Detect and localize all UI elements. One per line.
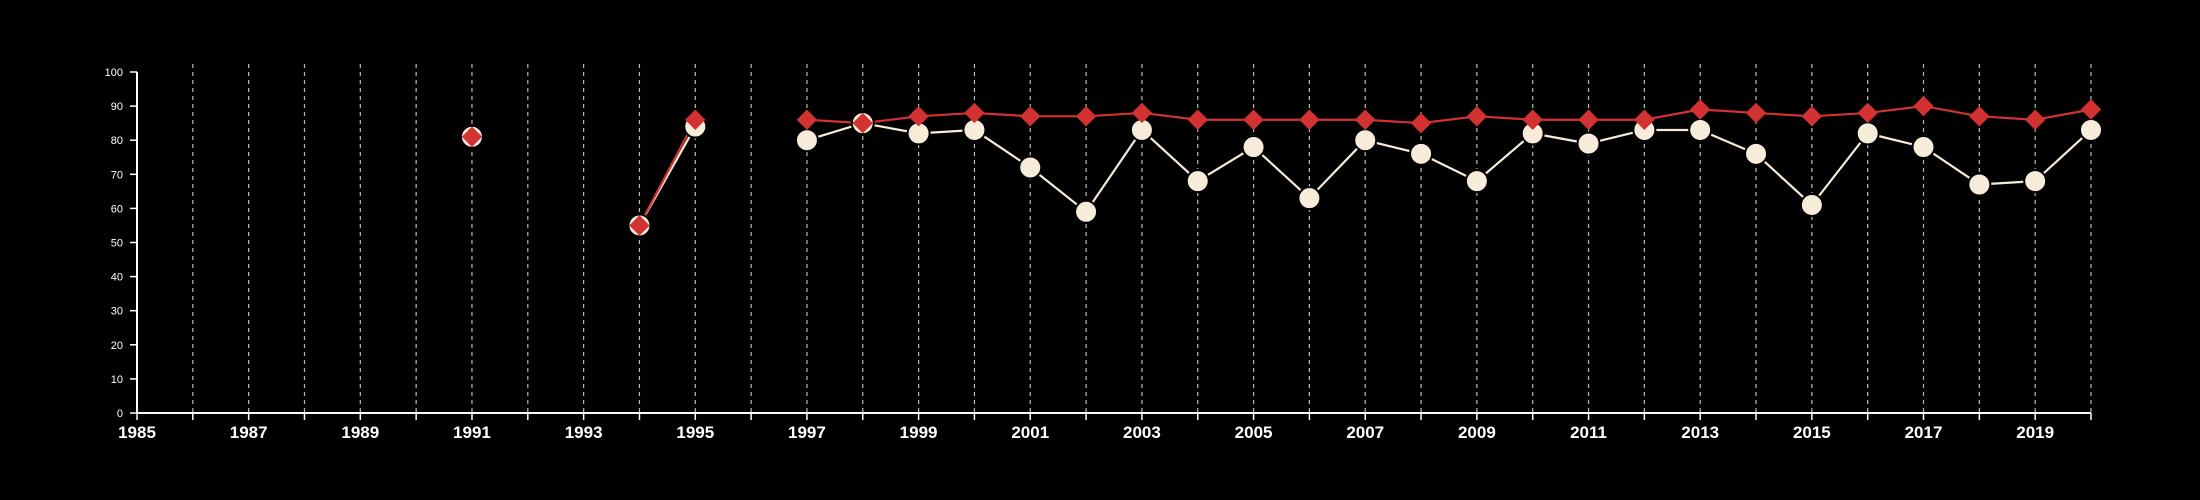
series-2-line: [1867, 105, 1924, 115]
data-point-circle: [2023, 169, 2048, 194]
data-point-circle: [1074, 199, 1099, 224]
series-2-line: [1923, 105, 1980, 118]
series-1-line: [1085, 129, 1143, 213]
series-2-line: [1141, 111, 1198, 121]
x-tick-label: 1987: [230, 423, 268, 442]
data-point-circle: [1855, 121, 1880, 146]
x-tick-label: 1993: [565, 423, 603, 442]
x-tick-label: 2009: [1458, 423, 1496, 442]
data-point-diamond: [629, 215, 650, 236]
data-point-diamond: [852, 112, 873, 134]
y-tick-label: 50: [111, 238, 123, 250]
data-point-circle: [1241, 135, 1266, 160]
data-point-circle: [1911, 135, 1936, 160]
data-point-diamond: [2024, 109, 2046, 130]
data-point-diamond: [461, 126, 483, 147]
data-point-diamond: [1801, 106, 1823, 127]
x-tick-label: 1999: [900, 423, 938, 442]
series-1-line: [1141, 129, 1199, 182]
data-point-diamond: [2080, 99, 2102, 120]
data-point-diamond: [1913, 95, 1934, 117]
x-tick-label: 2003: [1123, 423, 1161, 442]
series-2-line: [1644, 108, 1701, 121]
x-tick-label: 2015: [1793, 423, 1831, 442]
data-point-diamond: [908, 106, 929, 127]
data-point-circle: [1297, 186, 1322, 211]
data-point-diamond: [1857, 102, 1878, 124]
data-point-diamond: [685, 109, 706, 130]
y-tick-label: 40: [111, 272, 123, 284]
x-tick-label: 2017: [1905, 423, 1943, 442]
series-1-line: [1252, 146, 1311, 199]
data-point-circle: [1967, 172, 1992, 197]
series-2-line: [2034, 108, 2092, 121]
series-1-markers: [459, 111, 2103, 238]
axes: 0 10 20 30 40 50 60 70 80 90 100 1985 1987 1989 1991 19…: [105, 67, 2092, 442]
data-point-diamond: [1969, 106, 1990, 127]
data-point-diamond: [1578, 109, 1599, 130]
x-tick-label: 2001: [1011, 423, 1049, 442]
data-point-circle: [1018, 155, 1043, 180]
series-1-line: [2034, 129, 2092, 182]
series-1-line: [1755, 153, 1813, 206]
data-point-circle: [1353, 128, 1378, 153]
data-point-circle: [1185, 169, 1210, 194]
x-tick-label: 2019: [2016, 423, 2054, 442]
data-point-circle: [1576, 131, 1601, 156]
data-point-diamond: [1243, 109, 1264, 130]
y-tick-label: 90: [111, 101, 123, 113]
y-tick-label: 20: [111, 340, 123, 352]
data-point-diamond: [1299, 109, 1320, 130]
data-point-circle: [1799, 192, 1824, 217]
y-tick-label: 10: [111, 374, 123, 386]
data-point-diamond: [964, 102, 985, 124]
data-point-circle: [2079, 117, 2103, 142]
data-point-circle: [1688, 117, 1713, 142]
series-1-line: [1476, 132, 1534, 182]
series-2-line: [638, 119, 697, 226]
x-tick-label: 1985: [118, 423, 156, 442]
x-tick-label: 2011: [1570, 423, 1607, 442]
series-layer: [459, 95, 2103, 238]
data-point-diamond: [1522, 109, 1543, 130]
x-tick-label: 2005: [1235, 423, 1273, 442]
data-point-diamond: [1131, 102, 1153, 124]
x-tick-label: 2013: [1681, 423, 1719, 442]
y-tick-label: 80: [111, 135, 123, 147]
x-tick-label: 2007: [1346, 423, 1384, 442]
data-point-diamond: [1634, 109, 1655, 130]
data-point-circle: [1744, 141, 1769, 166]
data-point-circle: [1409, 141, 1434, 166]
data-point-diamond: [1187, 109, 1208, 130]
x-tick-label: 1997: [788, 423, 826, 442]
data-point-diamond: [1355, 109, 1376, 130]
x-tick-label: 1991: [453, 423, 491, 442]
data-point-diamond: [1410, 112, 1432, 134]
series-2-markers: [461, 95, 2102, 236]
series-1-line: [1810, 132, 1869, 206]
y-tick-label: 70: [111, 169, 123, 181]
data-point-circle: [1464, 169, 1489, 194]
data-point-diamond: [1075, 106, 1097, 127]
x-tick-label: 1989: [341, 423, 379, 442]
data-point-diamond: [1745, 102, 1767, 124]
data-point-circle: [794, 128, 819, 153]
y-tick-label: 0: [117, 408, 123, 420]
data-point-diamond: [1020, 106, 1041, 127]
y-tick-label: 30: [111, 306, 123, 318]
x-tick-label: 1995: [676, 423, 714, 442]
data-point-diamond: [1466, 106, 1488, 127]
data-point-diamond: [1689, 99, 1711, 120]
y-tick-label: 100: [105, 67, 123, 79]
series-2-line: [1420, 115, 1478, 125]
y-tick-label: 60: [111, 203, 123, 215]
data-point-diamond: [796, 109, 818, 130]
series-1-line: [1308, 139, 1367, 199]
